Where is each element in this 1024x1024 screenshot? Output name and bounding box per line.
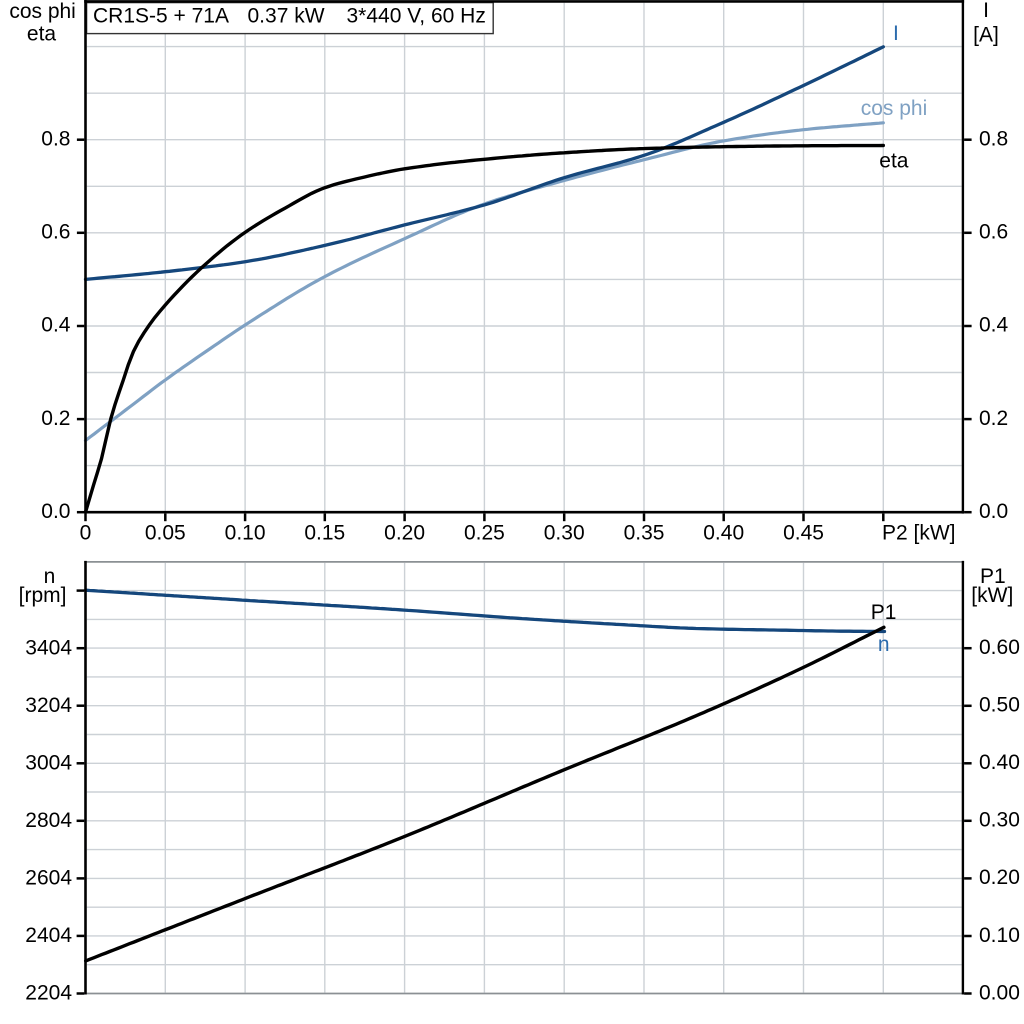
svg-text:[A]: [A] [973, 24, 999, 47]
svg-text:P2 [kW]: P2 [kW] [882, 521, 956, 544]
svg-text:0.00: 0.00 [979, 981, 1020, 1004]
svg-text:P1: P1 [980, 565, 1006, 588]
svg-text:0.2: 0.2 [41, 407, 70, 430]
svg-text:0.05: 0.05 [145, 521, 186, 544]
svg-text:0.37 kW: 0.37 kW [248, 5, 325, 28]
svg-text:0.0: 0.0 [979, 500, 1008, 523]
svg-text:cos phi: cos phi [9, 0, 76, 23]
svg-text:2404: 2404 [25, 924, 72, 947]
svg-text:0.10: 0.10 [979, 924, 1020, 947]
svg-text:0.6: 0.6 [979, 221, 1008, 244]
svg-text:cos phi: cos phi [861, 97, 928, 120]
svg-text:3404: 3404 [25, 636, 72, 659]
svg-text:3204: 3204 [25, 694, 72, 717]
svg-text:0.2: 0.2 [979, 407, 1008, 430]
svg-text:3004: 3004 [25, 752, 72, 775]
svg-text:0.30: 0.30 [544, 521, 585, 544]
svg-text:0.8: 0.8 [979, 127, 1008, 150]
svg-text:[kW]: [kW] [971, 584, 1013, 607]
svg-text:0.8: 0.8 [41, 127, 70, 150]
svg-text:0.25: 0.25 [464, 521, 505, 544]
svg-text:0.15: 0.15 [304, 521, 345, 544]
svg-text:0.6: 0.6 [41, 221, 70, 244]
svg-text:[rpm]: [rpm] [19, 584, 67, 607]
svg-text:0.4: 0.4 [41, 314, 71, 337]
svg-text:0.50: 0.50 [979, 694, 1020, 717]
svg-text:I: I [983, 0, 989, 22]
svg-text:0: 0 [80, 521, 92, 544]
svg-text:0.60: 0.60 [979, 636, 1020, 659]
svg-text:0.30: 0.30 [979, 809, 1020, 832]
svg-text:0.20: 0.20 [384, 521, 425, 544]
svg-text:eta: eta [879, 150, 909, 173]
svg-text:n: n [878, 633, 890, 656]
svg-text:0.40: 0.40 [703, 521, 744, 544]
svg-text:0.45: 0.45 [783, 521, 824, 544]
svg-text:2804: 2804 [25, 809, 72, 832]
svg-text:3*440 V, 60 Hz: 3*440 V, 60 Hz [347, 5, 486, 28]
svg-text:n: n [44, 565, 56, 588]
svg-text:0.20: 0.20 [979, 866, 1020, 889]
svg-text:0.40: 0.40 [979, 751, 1020, 774]
svg-text:eta: eta [27, 23, 57, 46]
svg-text:0.10: 0.10 [225, 521, 266, 544]
svg-text:2604: 2604 [25, 867, 72, 890]
svg-text:P1: P1 [871, 601, 897, 624]
svg-text:0.0: 0.0 [41, 500, 70, 523]
svg-text:0.35: 0.35 [624, 521, 665, 544]
svg-text:2204: 2204 [25, 982, 72, 1005]
svg-text:0.4: 0.4 [979, 314, 1009, 337]
svg-text:CR1S-5 + 71A: CR1S-5 + 71A [93, 5, 229, 28]
svg-text:I: I [893, 22, 899, 45]
